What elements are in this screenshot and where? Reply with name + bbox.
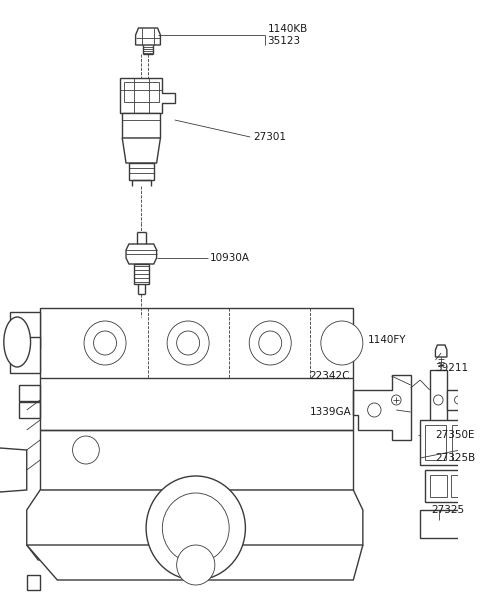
Circle shape [72, 436, 99, 464]
Circle shape [167, 321, 209, 365]
Bar [420, 510, 480, 538]
Polygon shape [19, 385, 40, 401]
Text: 27325: 27325 [432, 505, 465, 515]
Text: 10930A: 10930A [210, 253, 250, 263]
Polygon shape [122, 138, 160, 163]
Polygon shape [40, 430, 353, 490]
Text: 1140KB
35123: 1140KB 35123 [267, 24, 308, 46]
Circle shape [94, 331, 117, 355]
Circle shape [321, 321, 363, 365]
Polygon shape [27, 490, 363, 560]
Text: 39211: 39211 [435, 363, 468, 373]
Polygon shape [27, 545, 363, 580]
Polygon shape [135, 28, 160, 45]
Text: 22342C: 22342C [310, 371, 350, 381]
Circle shape [162, 493, 229, 563]
Text: 1339GA: 1339GA [310, 407, 351, 417]
Circle shape [433, 395, 443, 405]
Circle shape [368, 403, 381, 417]
Text: 27301: 27301 [253, 132, 286, 142]
Circle shape [392, 395, 401, 405]
Bar [451, 475, 468, 497]
Polygon shape [10, 337, 40, 373]
Circle shape [146, 476, 245, 580]
Polygon shape [120, 78, 175, 113]
Bar [124, 82, 158, 102]
Polygon shape [40, 308, 353, 378]
Bar [425, 470, 473, 502]
Polygon shape [27, 575, 40, 590]
Circle shape [249, 321, 291, 365]
Polygon shape [122, 113, 160, 138]
Polygon shape [129, 163, 154, 180]
Polygon shape [353, 375, 410, 440]
Circle shape [177, 331, 200, 355]
Polygon shape [0, 448, 27, 492]
Bar [425, 425, 446, 460]
Polygon shape [447, 390, 473, 410]
Polygon shape [430, 370, 447, 430]
Ellipse shape [4, 317, 31, 367]
Text: 1140FY: 1140FY [368, 335, 406, 345]
Polygon shape [134, 264, 149, 284]
Polygon shape [19, 402, 40, 418]
Text: 27350E: 27350E [435, 430, 475, 440]
Polygon shape [435, 345, 447, 357]
Bar [420, 420, 478, 465]
Polygon shape [126, 244, 156, 264]
Bar [430, 475, 447, 497]
Bar [452, 425, 473, 460]
Polygon shape [10, 312, 40, 348]
Circle shape [455, 396, 462, 404]
Circle shape [84, 321, 126, 365]
Circle shape [259, 331, 282, 355]
Circle shape [177, 545, 215, 585]
Text: 27325B: 27325B [435, 453, 476, 463]
